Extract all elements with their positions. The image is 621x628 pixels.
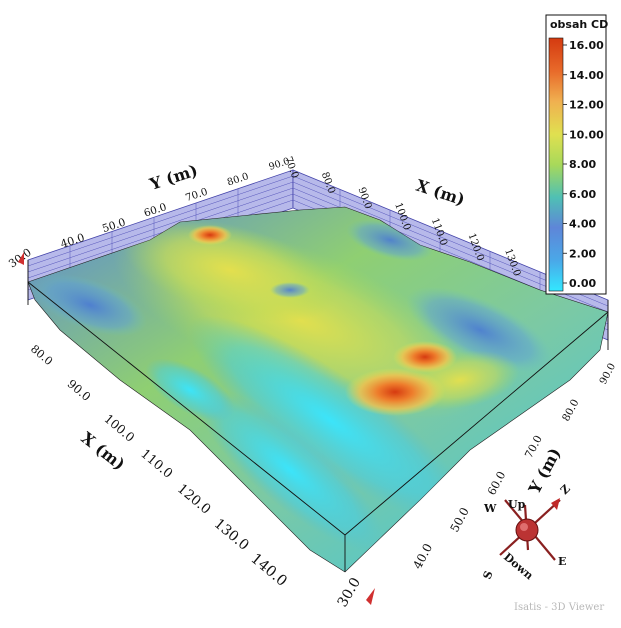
- z-axis-marker-icon: [366, 588, 375, 605]
- colorbar-ticks: 16.00 14.00 12.00 10.00 8.00 6.00 4.00 2.00 0.00: [563, 39, 604, 290]
- z-corner-label-bottom: 30.0: [335, 575, 364, 610]
- x-tick-front-label: 140.0: [247, 550, 290, 590]
- y-tick-front-label: 90.0: [598, 362, 618, 387]
- compass-hub-icon: [515, 518, 539, 542]
- x-tick-front-label: 80.0: [28, 342, 55, 368]
- x-tick-front-label: 100.0: [101, 412, 137, 445]
- colorbar-tick-label: 2.00: [569, 247, 596, 260]
- watermark: Isatis - 3D Viewer: [514, 602, 604, 613]
- compass-s: S: [481, 569, 496, 581]
- x-tick-front-label: 120.0: [174, 482, 213, 518]
- x-tick-front-label: 90.0: [65, 377, 94, 404]
- y-tick-front-label: 80.0: [560, 397, 581, 423]
- colorbar-tick-label: 4.00: [569, 218, 596, 231]
- colorbar-tick-label: 10.00: [569, 128, 604, 141]
- y-tick-front-label: 60.0: [485, 469, 508, 497]
- colorbar-tick-label: 12.00: [569, 99, 604, 112]
- y-tick-front-label: 50.0: [447, 505, 471, 534]
- x-tick-front-label: 130.0: [211, 516, 252, 554]
- colorbar-title: obsah CD: [550, 18, 608, 31]
- colorbar-tick-label: 6.00: [569, 188, 596, 201]
- colorbar-tick-label: 8.00: [569, 158, 596, 171]
- compass-e: E: [558, 555, 566, 568]
- compass-up: Up: [508, 498, 526, 511]
- compass-z: Z: [558, 482, 573, 497]
- colorbar-tick-label: 0.00: [569, 277, 596, 290]
- colorbar-legend: obsah CD 16.00 14.00 12.00 10.00 8.00 6.00 4.0…: [545, 14, 608, 295]
- y-axis-title-back: Y (m): [146, 161, 199, 195]
- colorbar-tick-label: 14.00: [569, 69, 604, 82]
- front-frame: [27, 260, 609, 572]
- colorbar-tick-label: 16.00: [569, 39, 604, 52]
- x-tick-front-label: 110.0: [137, 447, 175, 482]
- y-tick-front-label: 40.0: [410, 541, 435, 571]
- x-axis-title-back: X (m): [414, 176, 467, 210]
- colorbar-gradient: [548, 37, 564, 292]
- compass-down: Down: [501, 550, 536, 582]
- z-axis-marker-left-icon: [18, 252, 24, 265]
- surface: [27, 206, 609, 573]
- compass-w: W: [483, 502, 497, 515]
